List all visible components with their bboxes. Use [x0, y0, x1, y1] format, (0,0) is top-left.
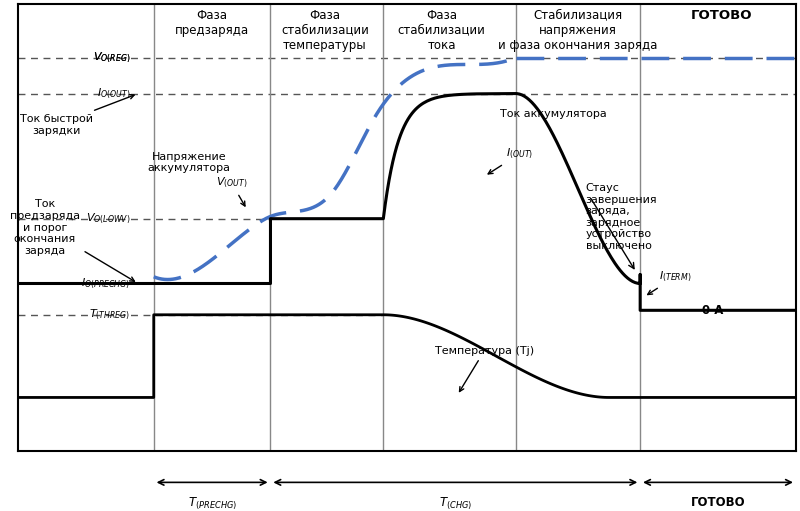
Text: Температура (Tj): Температура (Tj) — [435, 345, 534, 391]
Text: $V_{O(REG)}$: $V_{O(REG)}$ — [93, 51, 130, 65]
Text: Напряжение
аккумулятора: Напряжение аккумулятора — [147, 152, 230, 173]
Text: Ток быстрой
зарядки: Ток быстрой зарядки — [20, 95, 134, 135]
Text: ГОТОВО: ГОТОВО — [691, 9, 753, 21]
Text: $I_{(OUT)}$: $I_{(OUT)}$ — [488, 147, 533, 174]
Text: 0 А: 0 А — [702, 304, 724, 317]
Text: Ток
предзаряда
и порог
окончания
заряда: Ток предзаряда и порог окончания заряда — [10, 199, 134, 281]
Text: $I_{O(OUT)}$: $I_{O(OUT)}$ — [97, 86, 130, 101]
Text: Стабилизация
напряжения
и фаза окончания заряда: Стабилизация напряжения и фаза окончания… — [498, 9, 658, 52]
Text: $T_{(CHG)}$: $T_{(CHG)}$ — [438, 496, 472, 511]
Text: Ток аккумулятора: Ток аккумулятора — [500, 109, 607, 119]
Text: $V_{(OUT)}$: $V_{(OUT)}$ — [216, 176, 247, 206]
Text: $V_{O(REG)}$: $V_{O(REG)}$ — [93, 51, 130, 65]
Text: $T_{(THREG)}$: $T_{(THREG)}$ — [90, 308, 130, 322]
Text: Фаза
предзаряда: Фаза предзаряда — [175, 9, 249, 37]
Text: $T_{(PRECHG)}$: $T_{(PRECHG)}$ — [187, 496, 237, 511]
Text: Фаза
стабилизации
тока: Фаза стабилизации тока — [398, 9, 486, 52]
Text: ГОТОВО: ГОТОВО — [690, 496, 746, 509]
Text: $I_{(TERM)}$: $I_{(TERM)}$ — [648, 270, 691, 294]
Text: $I_{O(PRECHG)}$: $I_{O(PRECHG)}$ — [82, 276, 130, 291]
Text: Стаус
завершения
заряда,
зарядное
устройство
выключено: Стаус завершения заряда, зарядное устрой… — [586, 183, 658, 251]
Text: Фаза
стабилизации
температуры: Фаза стабилизации температуры — [281, 9, 369, 52]
Text: $V_{O(LOWV)}$: $V_{O(LOWV)}$ — [86, 212, 130, 226]
